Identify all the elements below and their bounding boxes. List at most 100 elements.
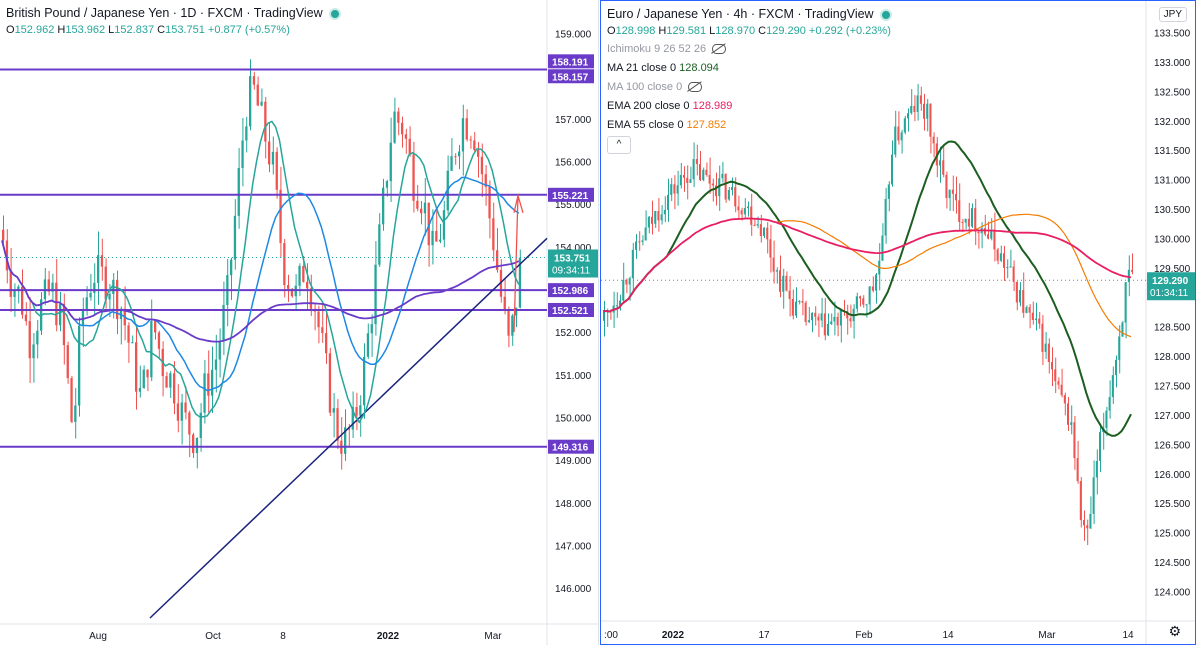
candle-body xyxy=(958,200,961,222)
candle-body xyxy=(488,186,491,219)
candle-body xyxy=(116,279,119,320)
candle-body xyxy=(416,200,419,209)
candle-body xyxy=(366,333,370,357)
candle-body xyxy=(811,312,813,321)
candle-body xyxy=(939,160,941,166)
candle-body xyxy=(317,311,320,328)
candle-body xyxy=(496,250,499,270)
candle-body xyxy=(1028,307,1031,313)
price-tick-label: 127.000 xyxy=(1154,411,1191,422)
right-ohlc-readout: O128.998 H129.581 L128.970 C129.290 +0.2… xyxy=(607,25,891,37)
price-tick-label: 157.000 xyxy=(555,115,592,126)
candle-body xyxy=(176,403,180,421)
candle-body xyxy=(644,227,647,241)
candle-body xyxy=(321,327,324,334)
candle-body xyxy=(651,216,653,224)
candle-body xyxy=(951,189,954,194)
time-tick-label: 14 xyxy=(942,630,954,641)
candle-body xyxy=(1041,323,1044,352)
price-tick-label: 128.000 xyxy=(1154,352,1191,363)
currency-button[interactable]: JPY xyxy=(1158,7,1187,22)
price-tick-label: 126.500 xyxy=(1154,440,1191,451)
candle-body xyxy=(154,321,157,333)
candle-body xyxy=(1131,269,1133,272)
candle-body xyxy=(708,174,711,184)
candle-body xyxy=(492,218,495,251)
left-chart-header: British Pound / Japanese Yen · 1D · FXCM… xyxy=(6,6,341,36)
indicator-ema200[interactable]: EMA 200 close 0 128.989 xyxy=(607,100,733,112)
candle-body xyxy=(788,290,791,299)
candle-body xyxy=(252,76,256,85)
candle-body xyxy=(820,313,823,321)
candle-body xyxy=(389,142,392,182)
candle-body xyxy=(955,193,957,201)
time-tick-label: 8 xyxy=(280,631,286,642)
candle-body xyxy=(1089,513,1092,529)
candle-body xyxy=(689,179,692,183)
candle-body xyxy=(279,189,282,244)
candle-body xyxy=(431,230,434,246)
countdown-label: 09:34:11 xyxy=(552,266,591,277)
indicator-ichimoku[interactable]: Ichimoku 9 26 52 26 xyxy=(607,42,892,56)
level-label-7-bg xyxy=(548,439,594,454)
candle-body xyxy=(1015,281,1018,303)
candle-body xyxy=(836,316,839,326)
eurjpy-chart-pane[interactable]: 133.500 133.000 132.500 132.000 131.500 131.0… xyxy=(600,0,1196,645)
candle-body xyxy=(932,136,935,144)
candle-body xyxy=(1115,359,1117,376)
candle-body xyxy=(1127,269,1130,283)
indicator-ma21[interactable]: MA 21 close 0 128.094 xyxy=(607,62,719,74)
price-tick-label: 156.000 xyxy=(555,158,592,169)
candle-body xyxy=(256,84,259,106)
candle-body xyxy=(188,412,191,435)
candle-body xyxy=(355,407,358,416)
candle-body xyxy=(302,265,305,282)
hidden-eye-icon[interactable] xyxy=(712,44,727,55)
candle-body xyxy=(245,126,248,141)
candle-body xyxy=(683,174,685,178)
candle-body xyxy=(1009,266,1012,268)
collapse-legend-button[interactable]: ^ xyxy=(607,136,631,154)
candle-body xyxy=(615,305,618,307)
candle-body xyxy=(791,298,794,316)
candle-body xyxy=(1025,307,1028,313)
candle-body xyxy=(260,101,263,106)
candle-body xyxy=(344,427,347,454)
candle-body xyxy=(987,234,989,239)
candle-body xyxy=(275,151,278,190)
candle-body xyxy=(469,139,472,141)
candle-body xyxy=(929,103,932,137)
candle-body xyxy=(846,311,849,319)
price-tick-label: 150.000 xyxy=(555,414,592,425)
hidden-eye-icon[interactable] xyxy=(688,82,703,93)
price-tick-label: 154.000 xyxy=(555,243,592,254)
last-price-tag-bg xyxy=(548,249,598,278)
candle-body xyxy=(1012,266,1015,282)
left-close: 153.751 xyxy=(165,24,205,36)
time-tick-label: Mar xyxy=(1038,630,1056,641)
candle-body xyxy=(146,369,149,378)
candle-body xyxy=(667,194,669,210)
price-tick-label: 146.000 xyxy=(555,584,592,595)
left-open: 152.962 xyxy=(14,24,55,36)
candle-body xyxy=(28,321,31,359)
candle-body xyxy=(1086,525,1089,529)
candle-body xyxy=(1076,458,1079,482)
candle-body xyxy=(785,275,788,291)
gbpjpy-chart[interactable]: 159.000158.000157.000156.000155.000154.0… xyxy=(0,0,598,645)
indicator-ema55[interactable]: EMA 55 close 0 127.852 xyxy=(607,119,727,131)
candle-body xyxy=(897,126,900,141)
candle-body xyxy=(420,208,423,214)
gbpjpy-chart-pane[interactable]: 159.000158.000157.000156.000155.000154.0… xyxy=(0,0,599,645)
candle-body xyxy=(1095,460,1098,478)
eurjpy-chart[interactable]: 133.500 133.000 132.500 132.000 131.500 131.0… xyxy=(601,1,1195,644)
candle-body xyxy=(1006,267,1009,269)
candle-body xyxy=(910,105,913,114)
candle-body xyxy=(1022,289,1025,313)
right-close: 129.290 xyxy=(766,25,806,37)
indicator-ma100[interactable]: MA 100 close 0 xyxy=(607,80,892,94)
candle-body xyxy=(833,316,836,322)
left-change: +0.877 (+0.57%) xyxy=(207,24,290,36)
gear-icon[interactable]: ⚙ xyxy=(1168,623,1181,639)
candle-body xyxy=(862,298,865,305)
